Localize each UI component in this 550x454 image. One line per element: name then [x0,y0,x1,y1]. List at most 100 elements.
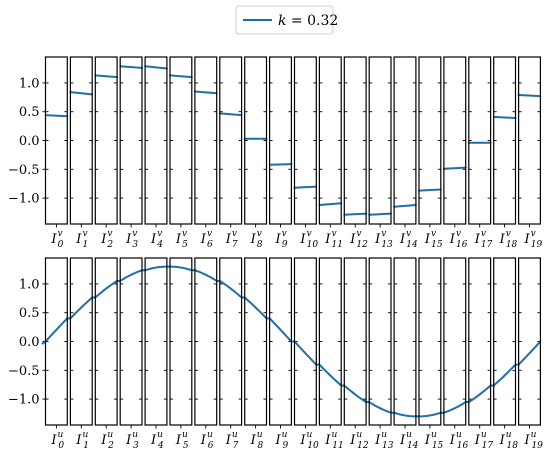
panel-bottom-6: Iu 6 [193,257,221,451]
x-tick-label-sub: 6 [208,441,214,451]
x-tick-label-sup: u [82,430,88,440]
panel-top-1: Iv 1 [69,56,94,250]
x-tick-label-sup: u [356,430,362,440]
x-tick-label-base: I [200,433,207,448]
panel-frame [69,56,93,225]
x-tick-label-sub: 18 [506,240,518,250]
x-tick-label: Iu 2 [100,430,114,451]
panel-frame [517,56,541,225]
x-tick-label-base: I [275,433,282,448]
x-tick-label-sup: u [132,430,138,440]
panel-bottom-19: Iu 19 [517,257,543,451]
panel-bottom-17: Iu 17 [467,257,495,451]
panel-top-3: Iv 3 [119,56,143,250]
x-tick-label-base: I [324,433,331,448]
y-tick-label: 0.5 [19,306,40,321]
x-tick-label-sub: 6 [207,240,213,250]
x-tick-label-sub: 11 [332,441,343,451]
x-tick-label: Iu 10 [299,430,319,451]
panel-frame [318,257,342,426]
legend: k = 0.32 [235,5,338,35]
series-k-segment [169,74,193,79]
x-tick-label-sup: v [82,229,87,239]
series-k-segment [119,65,143,69]
x-tick-label-sub: 14 [407,441,419,451]
panel-bottom-7: Iu 7 [218,257,246,451]
x-tick-label-sup: v [58,229,63,239]
panel-bottom-3: Iu 3 [119,257,147,451]
x-tick-label-sup: v [481,229,486,239]
y-tick-label: 0.0 [19,335,40,350]
x-tick-label-base: I [399,232,406,247]
x-tick-label-sub: 14 [406,240,418,250]
series-k-segment [368,212,392,216]
panel-frame [368,56,392,225]
series-k-segment [293,185,318,189]
x-tick-label-sup: u [257,430,263,440]
series-k-segment [418,188,442,192]
legend-value: = 0.32 [286,13,338,29]
x-tick-label-base: I [349,433,356,448]
x-tick-label: Iv 5 [175,229,188,250]
panel-frame [194,257,218,426]
panel-frame [244,257,268,426]
panel-top-0: Iv 0 [42,56,69,250]
x-tick-label-sub: 2 [106,240,113,250]
x-tick-label: Iu 6 [200,430,214,451]
x-tick-label: Iv 19 [524,229,543,250]
panel-frame [468,56,492,225]
legend-label: k = 0.32 [278,13,338,29]
x-tick-label: Iu 15 [424,430,444,451]
x-tick-label-sub: 5 [182,240,188,250]
x-tick-label-base: I [474,232,481,247]
panel-frame [144,56,168,225]
x-tick-label-sub: 12 [357,441,369,451]
x-tick-label-sup: v [431,229,436,239]
x-tick-label-base: I [150,232,157,247]
panel-frame [443,56,467,225]
series-k-segment [193,269,221,282]
x-tick-label: Iv 12 [349,229,368,250]
x-tick-label-sup: u [307,430,313,440]
x-tick-label-sub: 19 [531,441,543,451]
series-k-segment [144,65,168,70]
x-tick-label-sub: 18 [507,441,519,451]
series-k-segment [418,411,445,418]
subplot-top: 1.00.50.0−0.5−1.0Iv 0 Iv 1 Iv 2 Iv 3 Iv 4 Iv 5 Iv 6 Iv… [8,56,543,250]
x-tick-label-sub: 13 [381,240,393,250]
x-tick-label-sub: 10 [307,240,319,250]
x-tick-label: Iv 7 [225,229,238,250]
x-tick-label-sup: u [157,430,163,440]
x-tick-label-base: I [449,433,456,448]
x-tick-label: Iu 18 [499,430,519,451]
x-tick-label-base: I [250,232,257,247]
panel-bottom-13: Iu 13 [368,257,396,451]
x-tick-label-base: I [150,433,157,448]
panel-bottom-2: Iu 2 [94,257,122,451]
panel-top-13: Iv 13 [368,56,393,250]
panel-frame [269,56,293,225]
x-tick-label: Iv 4 [150,229,163,250]
series-k-segment [94,74,119,79]
x-tick-label-base: I [399,433,406,448]
panel-frame [318,56,342,225]
panel-frame [368,257,392,426]
panel-top-8: Iv 8 [243,56,268,250]
panel-top-4: Iv 4 [144,56,168,250]
panel-top-2: Iv 2 [94,56,119,250]
panel-frame [94,56,118,225]
x-tick-label-sub: 16 [457,441,469,451]
x-tick-label: Iu 8 [250,430,264,451]
panel-bottom-4: Iu 4 [144,257,171,451]
panel-top-6: Iv 6 [193,56,218,250]
x-tick-label-sup: u [282,430,288,440]
panel-frame [119,56,143,225]
x-tick-label-sub: 2 [107,441,114,451]
x-tick-label-sub: 13 [382,441,394,451]
x-tick-label-sub: 1 [83,441,89,451]
x-tick-label-base: I [374,433,381,448]
x-tick-label: Iv 17 [474,229,493,250]
x-tick-label: Iu 12 [349,430,369,451]
panel-top-18: Iv 18 [492,56,518,250]
